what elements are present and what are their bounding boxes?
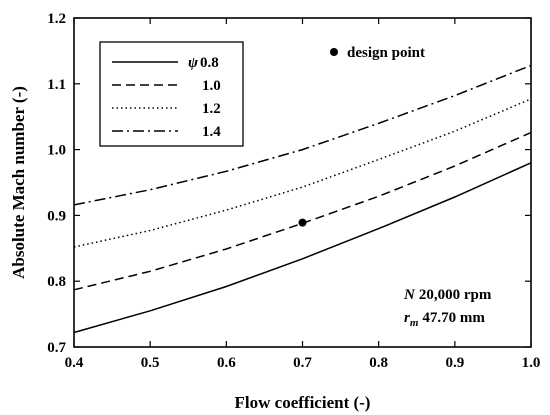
rotational-speed-annotation: N 20,000 rpm	[403, 287, 492, 303]
legend-label: 1.2	[202, 101, 221, 117]
series-line-psi-1-0	[73, 131, 532, 291]
design-point-legend: design point	[330, 45, 425, 61]
y-tick-label: 1.1	[47, 77, 66, 93]
series-line-psi-1-4	[73, 64, 532, 206]
x-tick-label: 0.5	[141, 355, 160, 371]
y-tick-label: 0.8	[47, 274, 66, 290]
series-line-psi-1-2	[73, 98, 532, 248]
plot-frame	[73, 17, 532, 348]
design-point-legend-label: design point	[347, 45, 425, 61]
x-tick-label: 0.8	[369, 355, 388, 371]
legend-label: 1.4	[202, 124, 221, 140]
operating-condition-annotations: N 20,000 rpm rm 47.70 mm	[403, 287, 492, 329]
series-line-psi-0-8	[73, 162, 532, 334]
y-tick-label: 0.7	[47, 340, 66, 356]
legend-psi-symbol: ψ	[188, 55, 199, 71]
y-axis-title: Absolute Mach number (-)	[9, 86, 28, 279]
legend: ψ 0.8 1.0 1.2 1.4	[99, 41, 244, 147]
design-point-marker	[298, 218, 307, 227]
x-axis-title: Flow coefficient (-)	[235, 393, 371, 412]
x-tick-label: 1.0	[522, 355, 541, 371]
y-tick-label: 1.0	[47, 143, 66, 159]
legend-box	[99, 41, 244, 147]
x-tick-label: 0.7	[293, 355, 312, 371]
x-tick-label: 0.4	[65, 355, 84, 371]
legend-label: 1.0	[202, 78, 221, 94]
y-tick-label: 0.9	[47, 208, 66, 224]
series-layer	[73, 64, 532, 334]
y-tick-label: 1.2	[47, 11, 66, 27]
x-tick-label: 0.9	[445, 355, 464, 371]
legend-label: ψ 0.8	[188, 55, 219, 71]
x-tick-label: 0.6	[217, 355, 236, 371]
design-point-legend-marker	[330, 48, 338, 56]
mean-radius-annotation: rm 47.70 mm	[404, 310, 485, 329]
